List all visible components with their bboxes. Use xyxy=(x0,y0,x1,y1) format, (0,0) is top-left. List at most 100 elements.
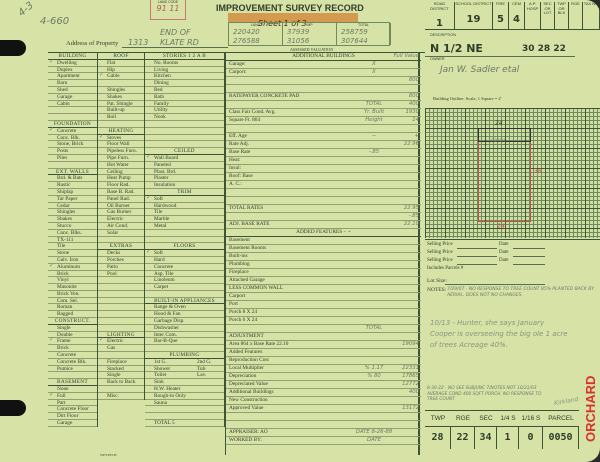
checklist-item[interactable]: Rustic xyxy=(48,182,97,189)
checklist-item[interactable]: Hip xyxy=(98,67,144,74)
checklist-item[interactable]: Panel Rad. xyxy=(98,196,144,203)
checklist-item[interactable]: Floor Rad. xyxy=(98,182,144,189)
checklist-item[interactable]: Masonite xyxy=(48,284,97,291)
checklist-item[interactable]: ✓ Soft xyxy=(145,249,224,257)
checklist-item[interactable]: Plast. Brd. xyxy=(145,169,224,176)
checklist-item[interactable]: ✓ Gable xyxy=(98,72,144,81)
checklist-item[interactable]: Back to Back xyxy=(98,379,144,387)
checklist-item[interactable]: Living xyxy=(145,67,224,74)
checklist-item[interactable]: Garbage Disp. xyxy=(145,318,224,325)
checklist-item[interactable]: Kitchen xyxy=(145,73,224,81)
checklist-item[interactable]: Cabin xyxy=(48,101,97,108)
checklist-item[interactable]: Pipe Furn. xyxy=(98,155,144,162)
checklist-item[interactable]: Electric xyxy=(98,216,144,223)
checklist-item[interactable]: None xyxy=(48,386,97,393)
checklist-item[interactable]: Solar xyxy=(98,230,144,237)
checklist-item[interactable]: No. Rooms xyxy=(145,60,224,67)
checklist-item[interactable]: Conc. Blks. xyxy=(48,230,97,237)
checklist-item[interactable]: Dirt Floor xyxy=(48,413,97,421)
checklist-item[interactable]: Built-up xyxy=(98,107,144,115)
checklist-item[interactable]: Nook xyxy=(145,114,224,121)
checklist-item[interactable]: Roll xyxy=(98,114,144,121)
checklist-item[interactable]: Brick Ven. xyxy=(48,291,97,298)
checklist-item[interactable]: Part xyxy=(48,400,97,407)
checklist-item[interactable]: Base B. Rad. xyxy=(98,189,144,196)
checklist-item[interactable]: Hardwood xyxy=(145,203,224,210)
checklist-item[interactable]: Misc. xyxy=(98,393,144,400)
checklist-item[interactable]: Insulation xyxy=(145,182,224,189)
checklist-item[interactable]: Shiplap xyxy=(48,189,97,196)
checklist-item[interactable]: Brick xyxy=(48,271,97,278)
checklist-item[interactable]: Shingles xyxy=(48,209,97,217)
checklist-item[interactable]: Concrete Floor xyxy=(48,406,97,414)
checklist-item[interactable]: Metal xyxy=(145,223,224,230)
checklist-item[interactable]: Gas xyxy=(98,345,144,353)
checklist-item[interactable]: ✓ Frame xyxy=(48,337,97,346)
checklist-item[interactable]: Porches xyxy=(98,257,144,264)
checklist-item[interactable]: Pool xyxy=(98,271,144,278)
checklist-item[interactable]: Stacked xyxy=(98,366,144,373)
checklist-item[interactable]: ✓ Full xyxy=(48,392,97,400)
checklist-item[interactable]: Hot Water xyxy=(98,162,144,169)
checklist-item[interactable]: Apartment xyxy=(48,73,97,81)
checklist-item[interactable]: Stone, Brick xyxy=(48,141,97,149)
checklist-item[interactable]: Carpet xyxy=(145,284,224,291)
checklist-item[interactable]: Sauna xyxy=(145,400,224,407)
checklist-item[interactable]: ✓ Wall Board xyxy=(145,154,224,162)
checklist-item[interactable]: Bagged xyxy=(48,311,97,319)
checklist-item[interactable]: Concrete xyxy=(145,264,224,271)
checklist-item[interactable]: Single xyxy=(48,325,97,332)
checklist-item[interactable]: Tile xyxy=(145,209,224,217)
checklist-item[interactable]: ✓ Electric xyxy=(98,337,144,346)
checklist-item[interactable]: Ceiling xyxy=(98,169,144,176)
checklist-item[interactable]: Shower Tub xyxy=(145,366,224,373)
checklist-item[interactable]: Sink xyxy=(145,379,224,387)
checklist-item[interactable]: Flat xyxy=(98,60,144,67)
checklist-item[interactable]: ✓ Soft xyxy=(145,195,224,203)
checklist-item[interactable]: Range & Oven xyxy=(145,304,224,312)
checklist-item[interactable]: Plaster xyxy=(145,175,224,183)
checklist-item[interactable]: Asp. Tile xyxy=(145,271,224,278)
checklist-item[interactable]: ✓ Aluminum xyxy=(48,263,97,271)
checklist-item[interactable]: Gas Burner xyxy=(98,209,144,217)
checklist-item[interactable]: Fireplace xyxy=(98,359,144,366)
checklist-item[interactable]: Single xyxy=(98,372,144,380)
checklist-item[interactable]: Heat Pump xyxy=(98,175,144,183)
checklist-item[interactable]: Utility xyxy=(145,107,224,115)
checklist-item[interactable]: Bar-B-Que xyxy=(145,338,224,346)
checklist-item[interactable]: Decks xyxy=(98,250,144,257)
checklist-item[interactable]: Bed xyxy=(145,87,224,94)
checklist-item[interactable]: Hard xyxy=(145,257,224,264)
checklist-item[interactable]: Cedar xyxy=(48,203,97,210)
checklist-item[interactable]: Floor Wall xyxy=(98,141,144,149)
checklist-item[interactable]: Com. Sel. xyxy=(48,298,97,305)
checklist-item[interactable]: Linoleum xyxy=(145,277,224,285)
checklist-item[interactable]: Patio xyxy=(98,264,144,271)
checklist-item[interactable]: Concrete Blk. xyxy=(48,359,97,366)
checklist-item[interactable]: Hood & Fan xyxy=(145,311,224,319)
checklist-item[interactable]: H.W. Heater xyxy=(145,386,224,393)
checklist-item[interactable]: Shingles xyxy=(98,87,144,94)
checklist-item[interactable]: Dishwasher xyxy=(145,325,224,332)
checklist-item[interactable]: Air Cond. xyxy=(98,223,144,230)
checklist-item[interactable]: Inter Com. xyxy=(145,332,224,339)
checklist-item[interactable]: Conc. Blk. xyxy=(48,135,97,142)
checklist-item[interactable]: Pumice xyxy=(48,366,97,373)
checklist-item[interactable]: 1st G. 2nd G. xyxy=(145,359,224,366)
checklist-item[interactable]: Garage xyxy=(48,94,97,101)
checklist-item[interactable]: Pipeless Furn. xyxy=(98,148,144,155)
checklist-item[interactable]: Piles xyxy=(48,155,97,162)
checklist-item[interactable]: Posts xyxy=(48,148,97,155)
checklist-item[interactable]: Shakes xyxy=(48,216,97,223)
checklist-item[interactable]: ✓ Dwelling xyxy=(48,59,97,67)
checklist-item[interactable]: Shed xyxy=(48,87,97,94)
checklist-item[interactable]: Double xyxy=(48,332,97,339)
checklist-item[interactable]: ✓ Concrete xyxy=(48,127,97,135)
checklist-item[interactable]: Roman xyxy=(48,304,97,312)
checklist-item[interactable]: Bath xyxy=(145,94,224,101)
checklist-item[interactable]: Tile xyxy=(48,243,97,251)
checklist-item[interactable]: Brd. & Bats xyxy=(48,175,97,183)
checklist-item[interactable]: Vinyl xyxy=(48,277,97,285)
checklist-item[interactable]: Family xyxy=(145,101,224,108)
checklist-item[interactable]: Tar Paper xyxy=(48,196,97,203)
